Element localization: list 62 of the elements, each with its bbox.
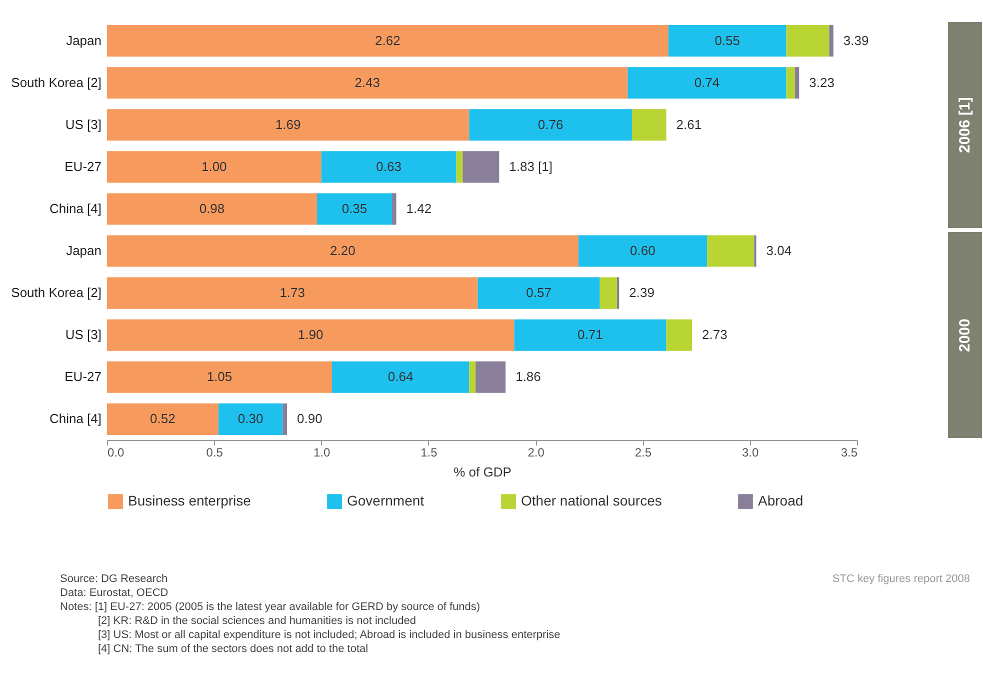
x-tick-label: 2.0 [528,446,545,460]
data-label: 0.64 [388,369,414,384]
data-label: 0.30 [238,411,264,426]
y-tick-label: China [4] [49,200,102,216]
data-label: 1.05 [206,369,232,384]
total-label: 2.39 [629,285,654,300]
text: Notes: [1] EU-27: 2005 (2005 is the latest year available for GERD by source of funds) [60,600,482,614]
total-label: 1.86 [516,369,541,384]
annotation: 1.42 [406,200,432,216]
data-label: 0.71 [578,327,603,342]
text: [4] CN: The sum of the sectors does not add to the total [97,642,370,656]
y-tick-label: EU-27 [64,158,102,174]
data-label: 1.90 [298,327,324,342]
text: [2] KR: R&D in the social sciences and humanities is not included [97,614,417,628]
legend-label: Abroad [758,492,804,509]
x-tick-label: 0.5 [206,446,224,460]
total-label: 1.83 [1] [509,158,553,174]
data-label: 2.20 [330,243,356,258]
y-tick-label: Japan [66,32,102,48]
text: 2006 [1] [948,22,982,228]
total-label: 2.73 [702,327,728,342]
total-label: 2.61 [676,116,702,132]
y-tick-label: EU-27 [64,369,102,384]
x-tick-label: 0.0 [108,446,125,460]
total-label: 3.23 [809,74,834,90]
total-label: 3.04 [766,243,792,258]
source-note: Source: DG Research [60,573,168,585]
legend-label: Other national sources [521,492,662,509]
x-tick-label: 2.5 [634,446,652,460]
y-tick-label: China [4] [49,411,102,426]
y-tick-label: US [3] [65,327,102,342]
data-label: 2.62 [375,32,400,48]
data-label: 0.35 [342,200,368,216]
total-label: 3.39 [843,32,869,48]
x-tick-label: 3.5 [840,446,858,460]
annotation: 0.90 [297,411,322,426]
y-tick-label: US [3] [65,116,102,132]
data-label: 1.69 [275,116,301,132]
text: [3] US: Most or all capital expenditure is not included; Abroad is included in business enterprise [97,628,562,642]
data-label: 0.55 [714,32,740,48]
legend-label: Business enterprise [128,492,252,509]
data-label: 1.00 [201,158,227,174]
data-label: 0.60 [630,243,656,258]
data-label: 0.63 [376,158,402,174]
x-axis-title: % of GDP [454,464,512,480]
legend-label: Government [347,492,424,509]
text: 2000 [948,232,982,438]
y-tick-label: South Korea [2] [11,74,102,90]
x-tick-label: 1.5 [420,446,438,460]
x-tick-label: 3.0 [742,446,760,460]
y-tick-label: South Korea [2] [11,285,102,300]
data-label: 2.43 [354,74,380,90]
data-label: 0.74 [694,74,720,90]
data-label: 0.98 [199,200,225,216]
data-label: 0.76 [538,116,564,132]
x-tick-label: 1.0 [313,446,330,460]
text: STC key figures report 2008 [832,572,970,586]
data-label: 0.57 [526,285,552,300]
data-label: 1.73 [280,285,306,300]
text: Data: Eurostat, OECD [60,586,170,600]
data-label: 0.52 [150,411,176,426]
y-tick-label: Japan [66,243,102,258]
